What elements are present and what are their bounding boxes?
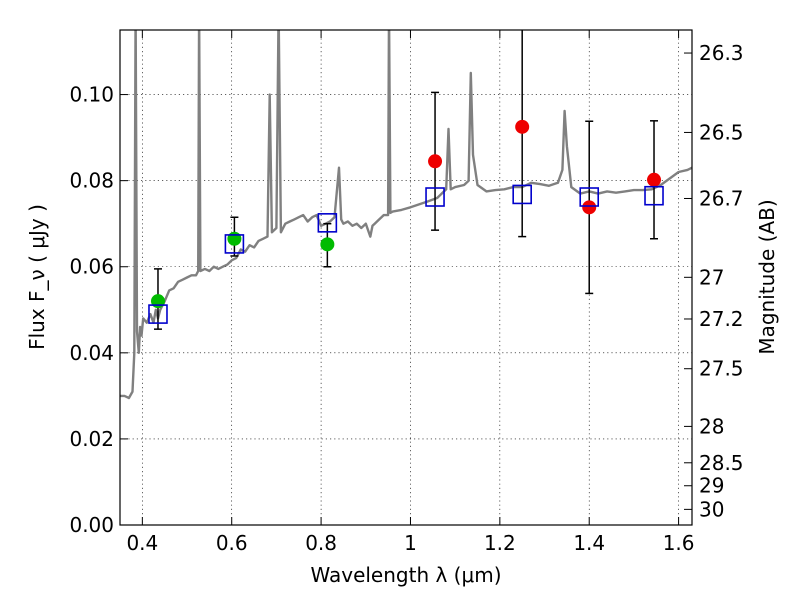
right-tick-label: 27 — [699, 265, 724, 289]
observed-point — [227, 231, 242, 246]
y-axis-label: Flux F_ν ( μJy ) — [25, 204, 49, 350]
model-point — [644, 185, 664, 206]
y-tick-label: 0.08 — [69, 169, 114, 193]
observed-point — [320, 237, 335, 252]
right-tick-label: 26.7 — [699, 186, 744, 210]
right-axis-label: Magnitude (AB) — [755, 199, 779, 354]
model-point — [512, 184, 532, 205]
right-tick-label: 28.5 — [699, 451, 744, 475]
plot-frame — [119, 29, 693, 526]
observed-point — [150, 294, 165, 309]
right-tick-label: 30 — [699, 497, 724, 521]
x-axis-label: Wavelength λ (μm) — [310, 563, 501, 587]
right-tick-label: 29 — [699, 474, 724, 498]
x-tick-label: 0.8 — [305, 531, 337, 555]
model-point — [579, 187, 600, 207]
x-tick-label: 1 — [404, 531, 417, 555]
observed-point — [428, 154, 443, 169]
model-point — [317, 213, 338, 233]
right-tick-label: 27.2 — [699, 307, 744, 331]
model-spectrum — [120, 30, 692, 400]
observed-point — [515, 119, 530, 134]
y-tick-label: 0.02 — [69, 427, 114, 451]
model-point — [425, 187, 445, 207]
y-tick-label: 0.00 — [69, 513, 114, 537]
x-tick-label: 1.6 — [663, 531, 695, 555]
y-tick-label: 0.10 — [69, 83, 114, 107]
x-tick-label: 1.2 — [484, 531, 516, 555]
right-tick-label: 27.5 — [699, 357, 744, 381]
x-tick-label: 0.6 — [216, 531, 248, 555]
data-points — [148, 30, 664, 330]
axis-ticks — [120, 30, 692, 526]
right-tick-label: 26.3 — [699, 41, 744, 65]
observed-point — [647, 172, 662, 187]
x-tick-label: 1.4 — [573, 531, 605, 555]
tick-labels: 0.4 0.6 0.8 1 1.2 1.4 1.6 0.00 0.02 0.04 0.06 0.08 0… — [69, 41, 743, 555]
x-tick-label: 0.4 — [126, 531, 158, 555]
right-tick-label: 26.5 — [699, 120, 744, 144]
model-point — [148, 304, 168, 324]
spectrum-line — [120, 30, 692, 400]
model-point — [224, 234, 245, 254]
y-tick-label: 0.04 — [69, 341, 114, 365]
observed-point — [582, 200, 597, 215]
right-tick-label: 28 — [699, 414, 724, 438]
y-tick-label: 0.06 — [69, 255, 114, 279]
grid — [120, 30, 692, 525]
